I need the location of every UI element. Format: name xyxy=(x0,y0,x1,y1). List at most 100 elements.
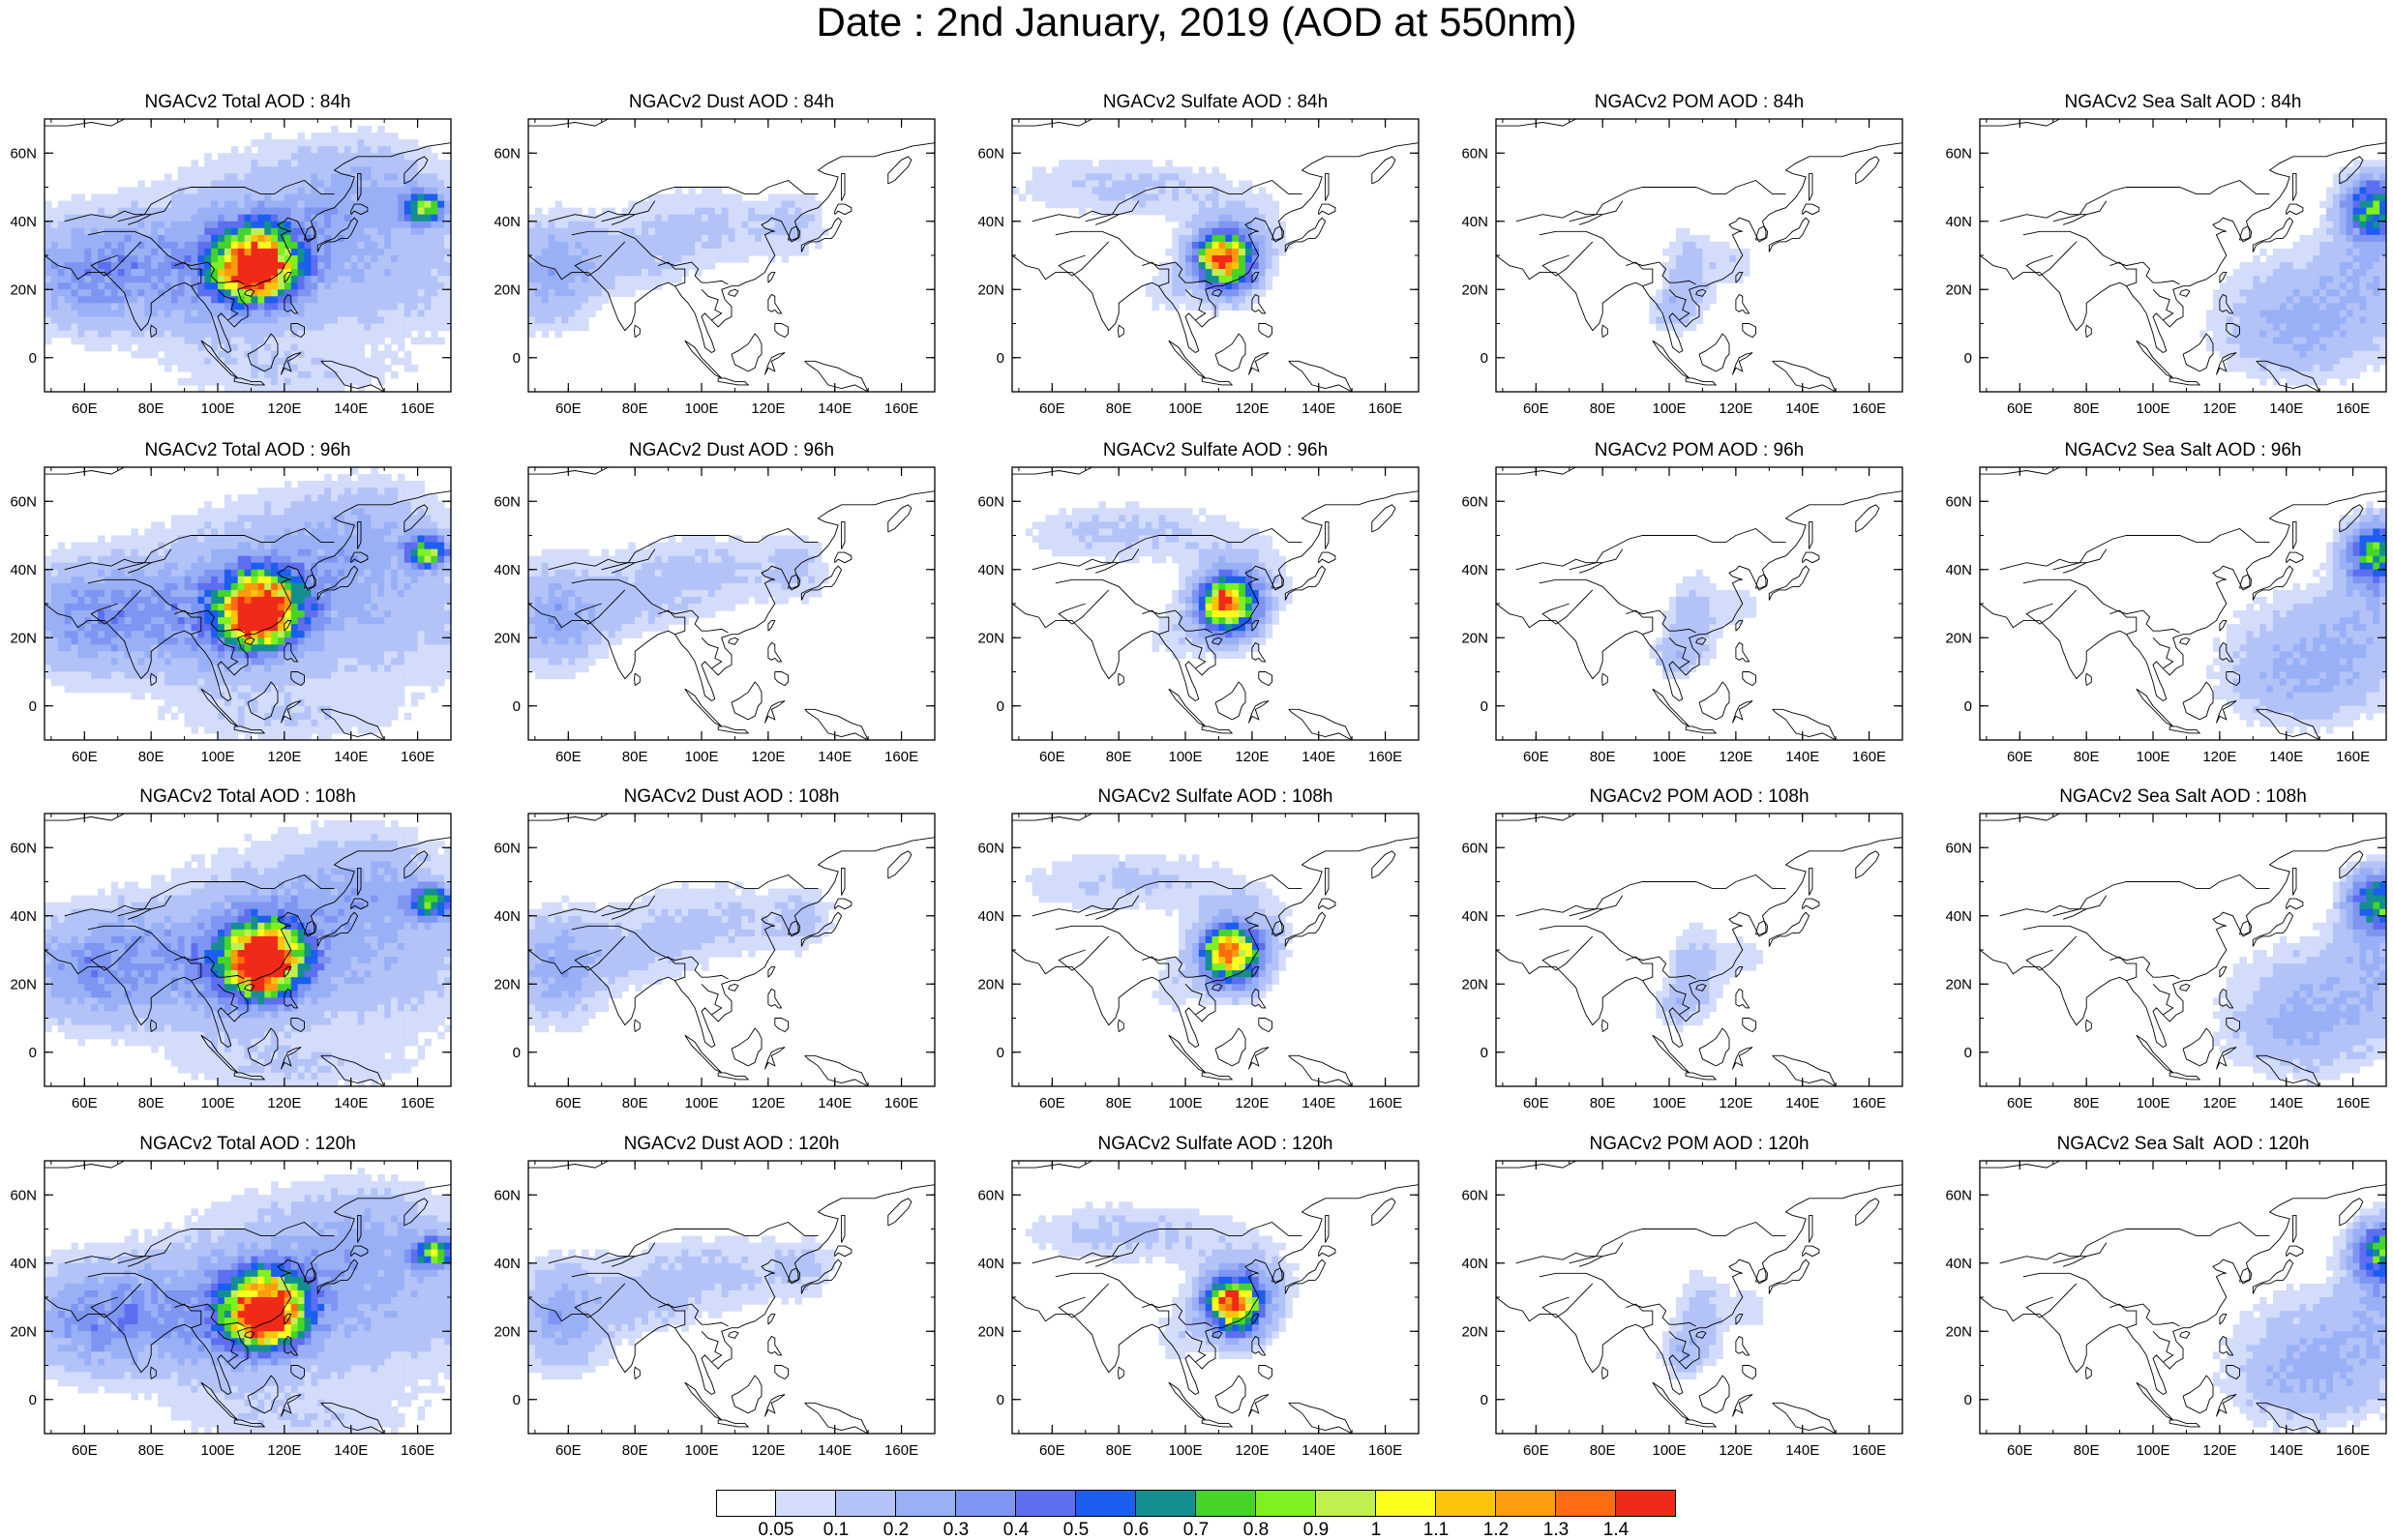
lon-tick-label: 160E xyxy=(401,1095,434,1111)
lon-tick-label: 140E xyxy=(2269,1442,2303,1459)
lon-tick-label: 160E xyxy=(1852,749,1886,765)
panel-title: NGACv2 Dust AOD : 120h xyxy=(528,1134,935,1155)
lon-tick-label: 160E xyxy=(1852,1442,1886,1459)
colorbar-label: 1.3 xyxy=(1527,1521,1585,1540)
lat-tick-label: 0 xyxy=(997,350,1004,367)
lat-tick-label: 0 xyxy=(513,1045,521,1061)
lat-tick-label: 20N xyxy=(1461,976,1488,992)
lon-tick-label: 160E xyxy=(401,1442,434,1459)
lat-tick-label: 0 xyxy=(29,1045,37,1061)
lon-tick-label: 140E xyxy=(334,1095,368,1111)
lat-tick-label: 60N xyxy=(494,493,521,510)
lon-tick-label: 120E xyxy=(2202,749,2236,765)
lon-tick-label: 140E xyxy=(1301,1095,1335,1111)
aod-field xyxy=(528,536,828,680)
lat-tick-label: 60N xyxy=(10,1187,37,1203)
lon-tick-label: 120E xyxy=(2202,400,2236,417)
lon-tick-label: 60E xyxy=(1523,1442,1549,1459)
lat-tick-label: 40N xyxy=(1945,214,1972,230)
lat-tick-label: 20N xyxy=(494,1323,521,1340)
lat-tick-label: 60N xyxy=(10,840,37,856)
lat-tick-label: 0 xyxy=(1964,698,1972,715)
lon-tick-label: 120E xyxy=(1235,749,1269,765)
panel-title: NGACv2 Sea Salt AOD : 96h xyxy=(1980,440,2386,461)
lat-tick-label: 60N xyxy=(977,493,1004,510)
lon-tick-label: 140E xyxy=(334,400,368,417)
colorbar-swatch xyxy=(956,1490,1016,1517)
lon-tick-label: 80E xyxy=(622,749,648,765)
colorbar-swatch xyxy=(836,1490,896,1517)
lat-tick-label: 0 xyxy=(997,1045,1004,1061)
lat-tick-label: 60N xyxy=(10,145,37,162)
lon-tick-label: 100E xyxy=(1168,1442,1202,1459)
lon-tick-label: 80E xyxy=(622,400,648,417)
lat-tick-label: 0 xyxy=(513,350,521,367)
panel-title: NGACv2 Total AOD : 84h xyxy=(45,92,451,113)
lat-tick-label: 0 xyxy=(1481,698,1488,715)
lon-tick-label: 140E xyxy=(818,749,852,765)
colorbar-swatch xyxy=(1256,1490,1316,1517)
colorbar-swatch xyxy=(716,1490,776,1517)
lon-tick-label: 140E xyxy=(1785,749,1819,765)
lon-tick-label: 100E xyxy=(1168,400,1202,417)
lon-tick-label: 80E xyxy=(138,749,165,765)
aod-field xyxy=(45,467,452,741)
lat-tick-label: 20N xyxy=(977,1323,1004,1340)
lon-tick-label: 60E xyxy=(72,1095,98,1111)
lon-tick-label: 160E xyxy=(1368,1442,1402,1459)
panel-title: NGACv2 Sea Salt AOD : 120h xyxy=(1980,1134,2386,1155)
lon-tick-label: 120E xyxy=(1235,400,1269,417)
lat-tick-label: 40N xyxy=(10,562,37,578)
lon-tick-label: 80E xyxy=(2074,1442,2100,1459)
lat-tick-label: 0 xyxy=(513,698,521,715)
lat-tick-label: 60N xyxy=(1945,840,1972,856)
lon-tick-label: 100E xyxy=(200,1095,234,1111)
lat-tick-label: 60N xyxy=(1461,493,1488,510)
lon-tick-label: 120E xyxy=(1235,1442,1269,1459)
lon-tick-label: 100E xyxy=(1652,749,1686,765)
lon-tick-label: 160E xyxy=(401,400,434,417)
colorbar-swatch xyxy=(896,1490,956,1517)
lat-tick-label: 20N xyxy=(10,976,37,992)
lon-tick-label: 60E xyxy=(1039,749,1065,765)
lon-tick-label: 120E xyxy=(1719,1442,1752,1459)
lat-tick-label: 40N xyxy=(10,214,37,230)
lat-tick-label: 40N xyxy=(10,1256,37,1272)
lon-tick-label: 160E xyxy=(2336,1095,2370,1111)
lat-tick-label: 60N xyxy=(1461,840,1488,856)
lat-tick-label: 0 xyxy=(1481,350,1488,367)
colorbar-swatch xyxy=(1436,1490,1496,1517)
lon-tick-label: 80E xyxy=(1590,1442,1616,1459)
lon-tick-label: 100E xyxy=(684,749,718,765)
colorbar-swatch xyxy=(1076,1490,1136,1517)
lon-tick-label: 140E xyxy=(1785,400,1819,417)
lon-tick-label: 80E xyxy=(2074,749,2100,765)
lon-tick-label: 100E xyxy=(2136,749,2169,765)
lon-tick-label: 120E xyxy=(267,1095,301,1111)
panel-title: NGACv2 POM AOD : 96h xyxy=(1496,440,1902,461)
lat-tick-label: 0 xyxy=(1964,1392,1972,1408)
panel-title: NGACv2 POM AOD : 120h xyxy=(1496,1134,1902,1155)
lon-tick-label: 140E xyxy=(1301,749,1335,765)
lon-tick-label: 100E xyxy=(200,749,234,765)
lat-tick-label: 40N xyxy=(977,1256,1004,1272)
colorbar-swatch xyxy=(1316,1490,1376,1517)
lon-tick-label: 80E xyxy=(1106,1095,1132,1111)
colorbar-label: 0.8 xyxy=(1227,1521,1285,1540)
